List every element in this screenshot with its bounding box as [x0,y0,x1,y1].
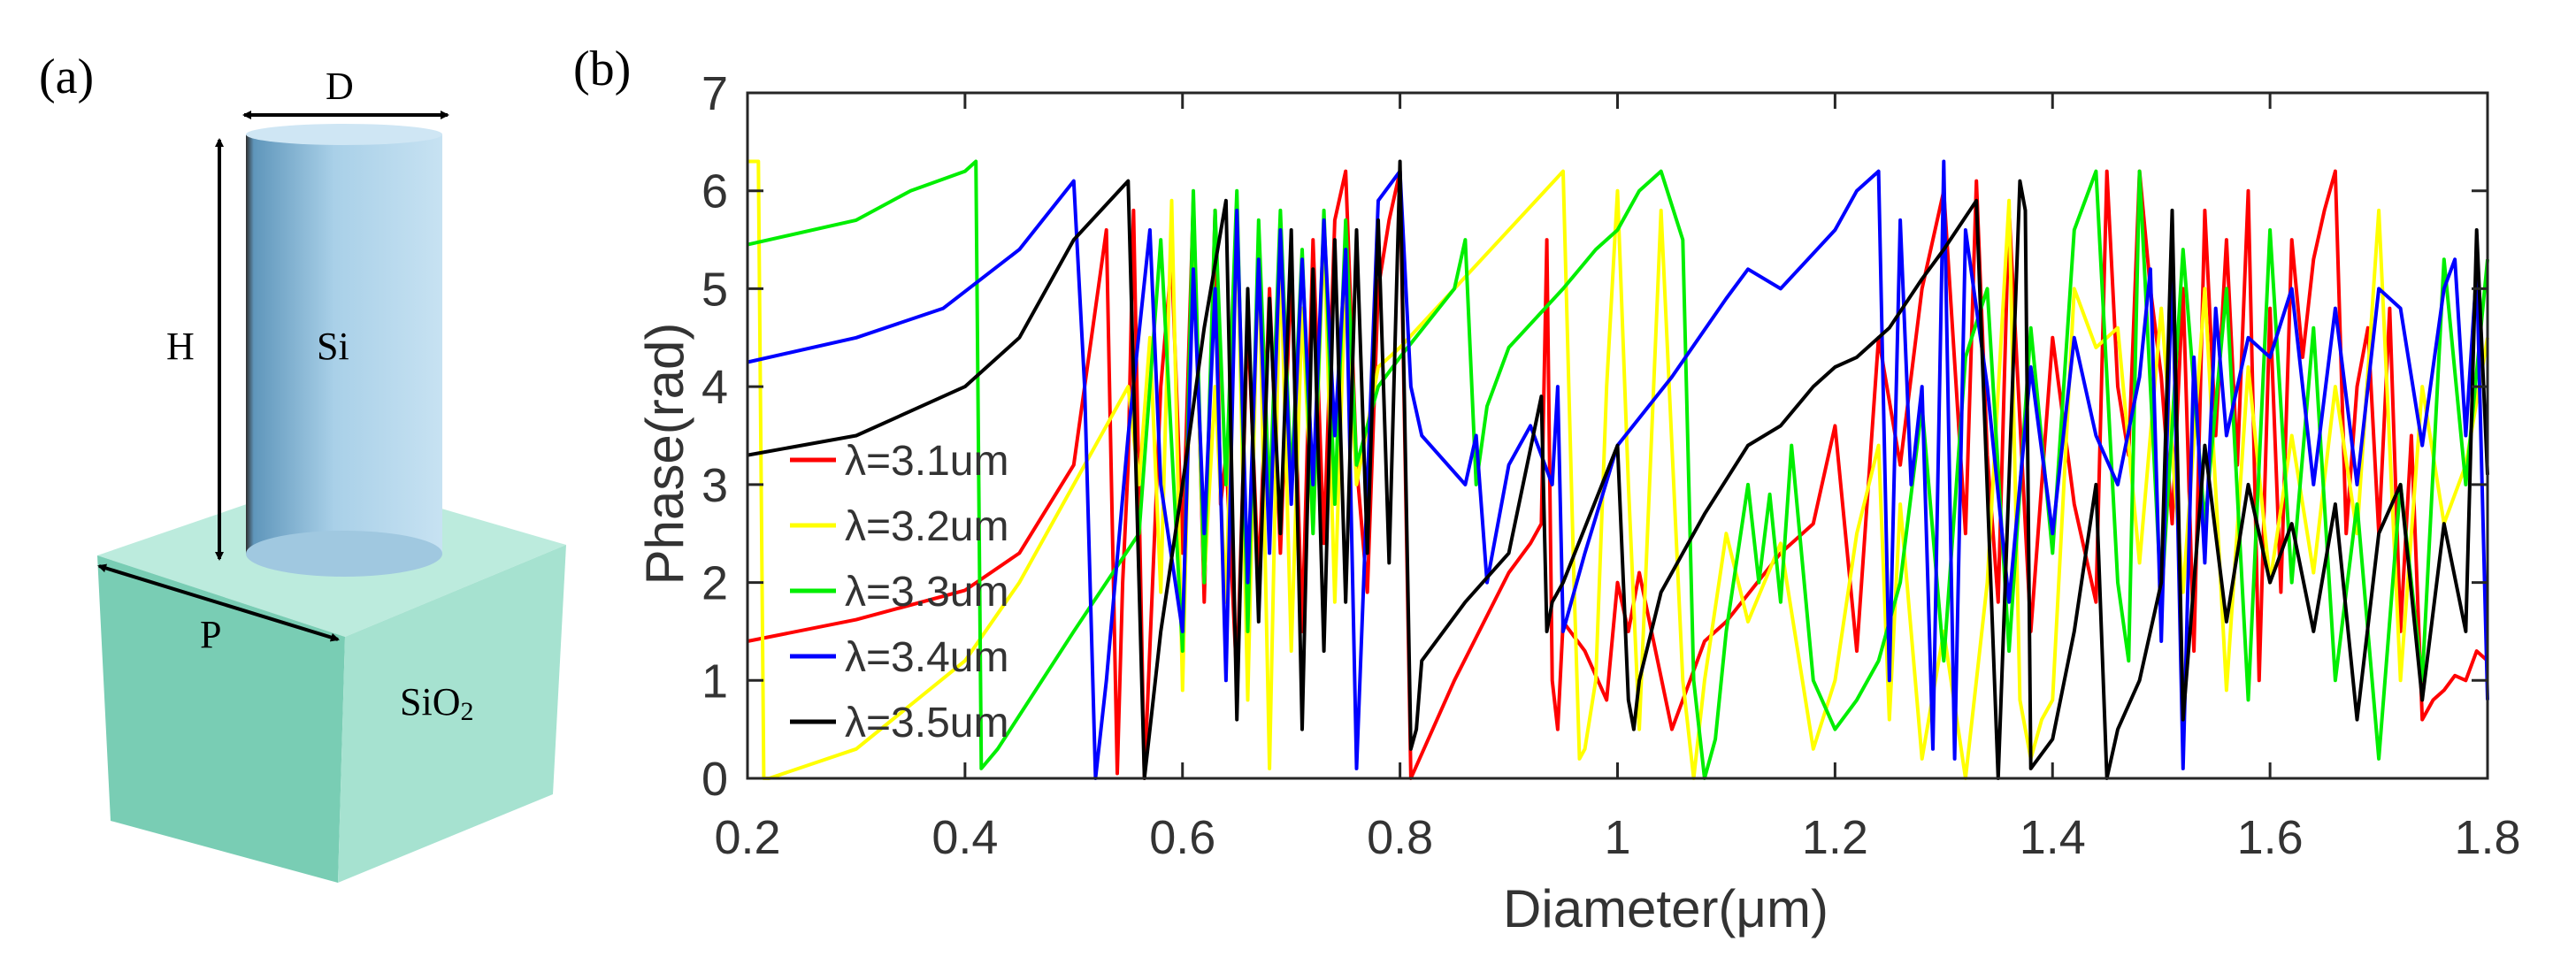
x-tick-label: 0.2 [714,811,780,864]
y-tick-label: 3 [702,459,728,512]
series-line-4 [747,159,2489,780]
legend-entry-label: λ=3.3um [845,569,1008,616]
legend: λ=3.1um λ=3.2um λ=3.3um λ=3.4um λ=3.5um [790,438,1008,746]
x-tick-label: 0.6 [1149,811,1215,864]
pillar-label: Si [317,325,349,368]
height-label: H [166,325,195,368]
y-tick-label: 4 [702,361,728,414]
y-axis-label: Phase(rad) [635,323,694,586]
x-tick-label: 1.4 [2020,811,2086,864]
x-tick-label: 0.4 [932,811,998,864]
legend-entry-label: λ=3.4um [845,634,1008,681]
period-arrow [97,563,340,642]
y-tick-label: 5 [702,263,728,316]
y-tick-label: 0 [702,753,728,806]
x-axis-label: Diameter(μm) [1503,879,1828,938]
legend-entry-label: λ=3.1um [845,438,1008,485]
series-layer [747,159,2489,780]
diameter-label: D [326,65,354,108]
substrate-side-face [338,545,566,883]
y-tick-label: 1 [702,655,728,708]
x-tick-label: 1 [1604,811,1630,864]
y-tick-label: 7 [702,67,728,120]
panel-a-schematic: (a) D H Si P SiO2 [39,50,566,883]
x-tick-label: 1.2 [1802,811,1868,864]
x-tick-label: 0.8 [1367,811,1433,864]
panel-b-chart: (b) 0.2 0.4 0.6 0.8 1 1.2 1.4 1.6 1.8 0 1 2 3 4 5 6 7 λ=… [573,42,2521,938]
x-tick-label: 1.8 [2454,811,2520,864]
period-label: P [200,613,221,656]
legend-entry-label: λ=3.5um [845,700,1008,746]
axes: 0.2 0.4 0.6 0.8 1 1.2 1.4 1.6 1.8 0 1 2 3 4 5 6 7 [702,67,2521,864]
legend-entry-label: λ=3.2um [845,503,1008,550]
substrate-label: SiO2 [400,680,473,726]
x-tick-label: 1.6 [2237,811,2304,864]
series-line-5 [747,159,2489,780]
si-pillar [246,124,442,577]
panel-b-label: (b) [573,42,631,96]
panel-a-label: (a) [39,50,94,104]
y-tick-label: 6 [702,165,728,218]
y-tick-label: 2 [702,557,728,610]
